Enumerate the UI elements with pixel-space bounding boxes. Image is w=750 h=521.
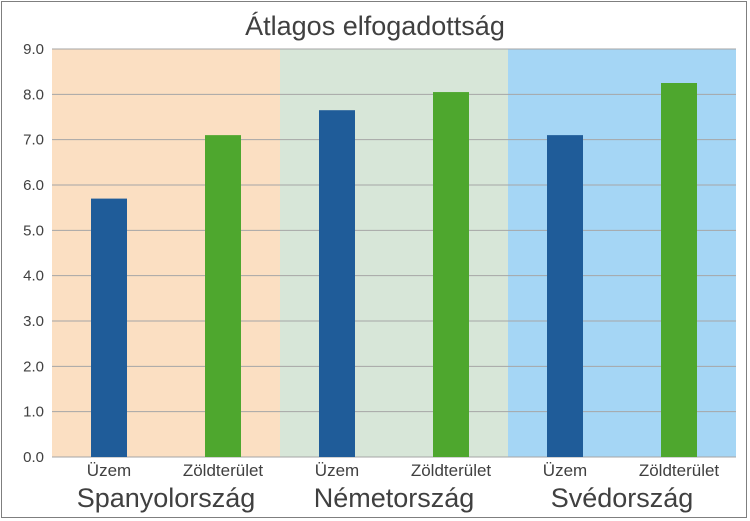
y-tick-label: 8.0 — [23, 86, 44, 103]
gridlines — [52, 48, 736, 458]
chart-title: Átlagos elfogadottság — [245, 11, 505, 41]
group-band — [280, 49, 508, 457]
bars — [91, 83, 697, 458]
group-bands — [52, 49, 736, 457]
y-tick-label: 7.0 — [23, 132, 44, 149]
bar — [433, 92, 469, 458]
bar — [547, 135, 583, 457]
group-label: Svédország — [551, 483, 694, 513]
bar — [661, 83, 697, 457]
y-tick-label: 4.0 — [23, 268, 44, 285]
group-label: Németország — [314, 483, 475, 513]
category-label: Üzem — [315, 461, 359, 480]
y-tick-label: 0.0 — [23, 449, 44, 466]
bar — [91, 198, 127, 457]
y-tick-label: 1.0 — [23, 404, 44, 421]
category-label: Zöldterület — [411, 461, 492, 480]
category-label: Zöldterület — [183, 461, 264, 480]
y-tick-label: 2.0 — [23, 358, 44, 375]
group-band — [508, 49, 736, 457]
y-tick-label: 5.0 — [23, 222, 44, 239]
group-band — [52, 49, 280, 457]
y-tick-label: 6.0 — [23, 177, 44, 194]
category-label: Üzem — [543, 461, 587, 480]
y-tick-label: 9.0 — [23, 41, 44, 58]
group-labels: Spanyolország Németország Svédország — [77, 483, 694, 513]
y-tick-label: 3.0 — [23, 313, 44, 330]
bar — [205, 135, 241, 457]
category-label: Üzem — [87, 461, 131, 480]
category-labels: Üzem Zöldterület Üzem Zöldterület Üzem Zöldte… — [87, 461, 720, 480]
category-label: Zöldterület — [639, 461, 720, 480]
y-axis-ticks: 0.0 1.0 2.0 3.0 4.0 5.0 6.0 7.0 8.0 9.0 — [23, 41, 44, 466]
bar — [319, 110, 355, 457]
group-label: Spanyolország — [77, 483, 256, 513]
